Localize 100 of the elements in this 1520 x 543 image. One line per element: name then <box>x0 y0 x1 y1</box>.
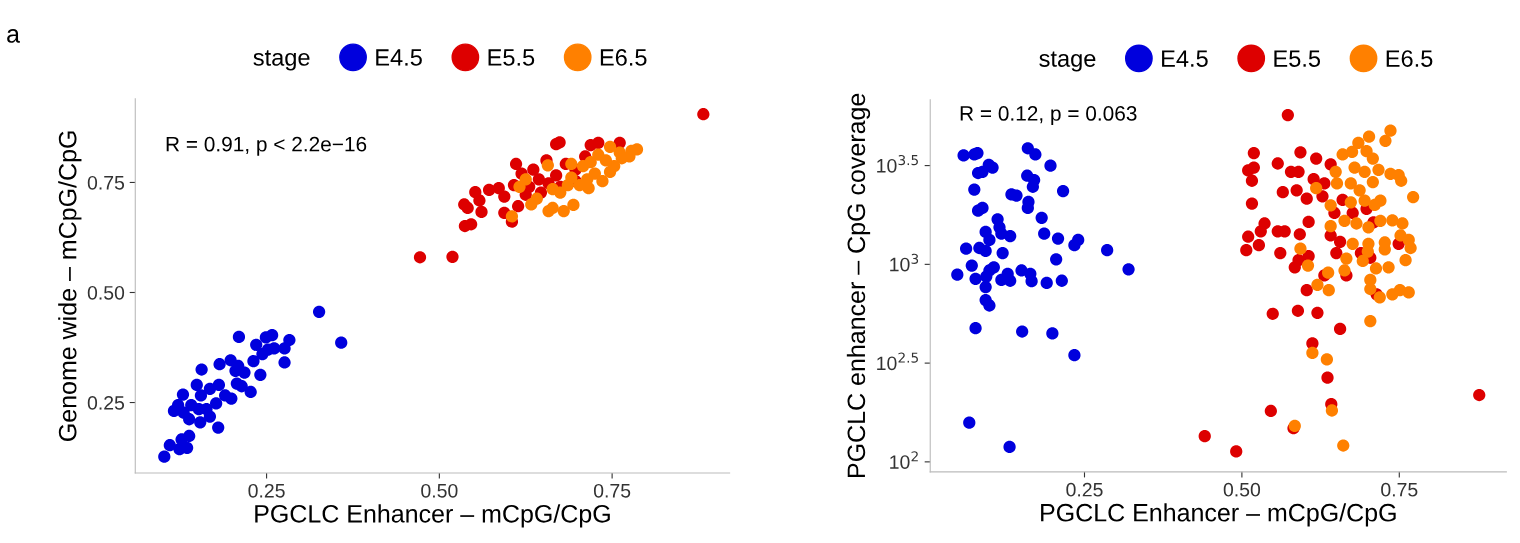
point <box>176 388 190 401</box>
y-tick-label: 0.50 <box>87 285 125 300</box>
point <box>335 336 348 349</box>
point <box>265 329 279 342</box>
point <box>1321 371 1334 384</box>
point <box>505 210 519 223</box>
point <box>212 421 225 434</box>
point <box>250 338 263 351</box>
point <box>557 204 570 218</box>
text: a <box>7 29 20 43</box>
point <box>1240 244 1253 257</box>
point <box>1294 146 1307 159</box>
point <box>1290 184 1303 197</box>
point <box>1310 152 1323 165</box>
y-tick-label: 0.25 <box>87 396 125 410</box>
point <box>1247 161 1260 174</box>
point <box>498 190 511 203</box>
x-tick-label: 0.25 <box>248 483 285 498</box>
point <box>550 169 563 182</box>
annotation: R = 0.12, p = 0.063 <box>960 106 1137 125</box>
x-tick-label: 0.75 <box>593 483 631 498</box>
point <box>212 378 226 392</box>
point <box>235 380 248 393</box>
point <box>473 194 486 207</box>
point <box>1293 228 1306 241</box>
point <box>1274 246 1287 260</box>
point <box>247 355 260 368</box>
point <box>482 183 496 197</box>
point <box>312 305 326 318</box>
y-tick-label: 0.75 <box>87 175 125 190</box>
point <box>194 416 207 429</box>
point <box>1333 235 1347 248</box>
point <box>582 182 595 195</box>
point <box>254 368 267 381</box>
point <box>225 392 238 405</box>
x-tick-label: 0.50 <box>421 483 458 498</box>
y-tick-label: 10$^{2.5}$ <box>877 352 918 371</box>
point <box>565 171 578 184</box>
point <box>565 157 578 171</box>
point <box>530 192 543 205</box>
point <box>1346 206 1359 220</box>
point <box>283 333 296 347</box>
point <box>592 136 605 149</box>
point <box>697 108 710 121</box>
point <box>596 175 609 188</box>
x-tick-label: 0.25 <box>1066 482 1103 497</box>
legend-label: E5.5 <box>488 49 535 66</box>
y-axis-title: PGCLC enhancer – CpG coverage <box>846 93 871 477</box>
point <box>554 186 567 199</box>
point <box>1291 304 1305 317</box>
point <box>546 201 559 215</box>
point <box>278 356 291 369</box>
point <box>1330 246 1343 260</box>
legend-label: E6.5 <box>600 49 647 66</box>
point <box>1242 230 1255 243</box>
point <box>461 201 474 215</box>
point <box>1300 284 1313 297</box>
x-axis-title: PGCLC Enhancer – mCpG/CpG <box>1041 503 1396 527</box>
point <box>1300 192 1313 205</box>
x-tick-label: 0.75 <box>1381 482 1418 497</box>
point <box>1316 190 1329 203</box>
point <box>195 363 208 376</box>
point <box>603 140 617 153</box>
point <box>567 198 580 212</box>
y-axis-title: Genome wide – mCpG/CpG <box>58 131 82 441</box>
point <box>599 154 613 167</box>
point <box>1311 306 1324 319</box>
point <box>1333 322 1347 336</box>
point <box>509 157 523 171</box>
point <box>158 450 171 463</box>
point <box>465 218 478 231</box>
point <box>1247 146 1260 160</box>
point <box>1252 239 1266 252</box>
point <box>413 251 427 264</box>
point <box>1264 404 1277 418</box>
point <box>194 389 208 402</box>
point <box>492 182 505 195</box>
point <box>576 160 590 173</box>
point <box>1266 307 1279 320</box>
y-tick-label: 10$^{3.5}$ <box>877 154 918 173</box>
point <box>475 205 488 219</box>
point <box>213 358 226 371</box>
point <box>1302 215 1315 229</box>
point <box>588 167 601 180</box>
point <box>244 385 257 399</box>
point <box>613 146 626 159</box>
x-tick-label: 0.50 <box>1223 482 1261 497</box>
legend-label: E6.5 <box>1386 50 1433 67</box>
point <box>1198 429 1211 443</box>
point <box>1281 108 1294 122</box>
point <box>1271 157 1284 170</box>
point <box>519 173 532 186</box>
point <box>532 173 545 186</box>
point <box>541 159 554 172</box>
point <box>608 160 621 173</box>
point <box>446 250 459 263</box>
point <box>232 330 246 344</box>
x-axis-title: PGCLC Enhancer – mCpG/CpG <box>255 504 610 528</box>
point <box>1245 174 1259 187</box>
y-tick-label: 10$^{3}$ <box>890 253 919 272</box>
